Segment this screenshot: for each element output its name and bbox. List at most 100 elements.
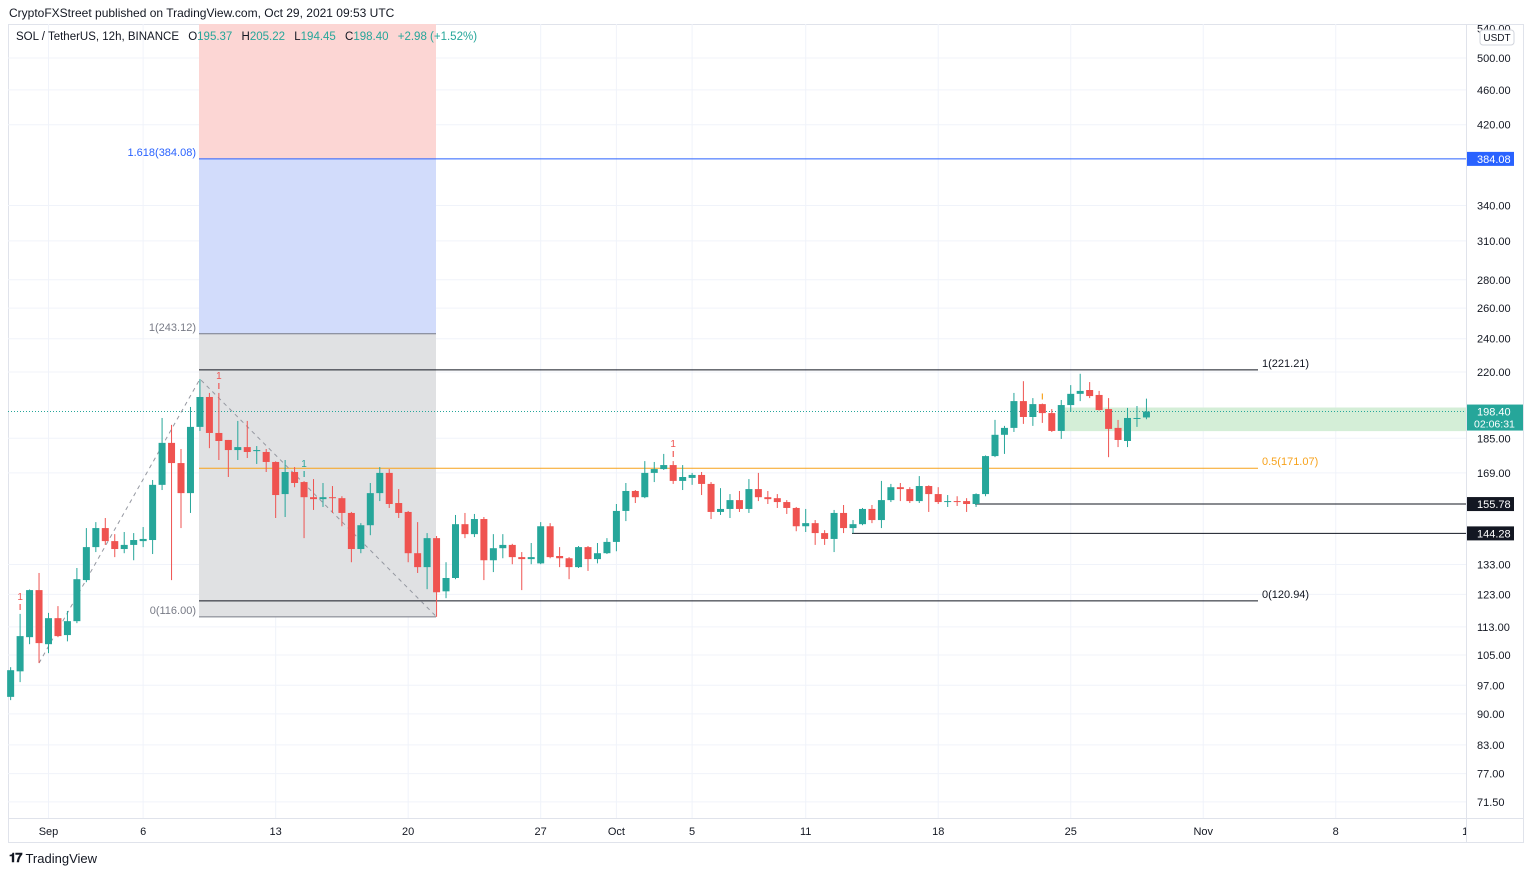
candle-body: [1142, 411, 1150, 418]
price-tick-label: 240.00: [1477, 334, 1511, 346]
candle-body: [120, 544, 128, 550]
candle: [1133, 406, 1141, 427]
candle-body: [499, 544, 507, 549]
stop-loss-zone: [199, 24, 436, 159]
candle: [944, 495, 952, 507]
candle: [1105, 398, 1113, 458]
currency-label[interactable]: USDT: [1479, 29, 1515, 46]
candle-body: [45, 618, 52, 645]
candle-body: [877, 500, 885, 521]
fib-retracement-label: 0.5(171.07): [1262, 456, 1318, 468]
candle: [347, 511, 355, 563]
candle: [783, 500, 791, 514]
candle: [660, 453, 668, 470]
candle: [527, 543, 535, 565]
candle-body: [508, 544, 516, 558]
candle: [404, 510, 412, 563]
price-tick-label: 169.00: [1477, 468, 1511, 480]
candle-body: [1029, 404, 1037, 417]
candle-body: [1114, 427, 1122, 440]
candle: [319, 482, 327, 507]
candle: [887, 483, 895, 503]
candle: [205, 392, 213, 449]
fib-extension-label: 0(116.00): [150, 605, 196, 617]
price-tick-label: 113.00: [1477, 622, 1510, 634]
candle-body: [253, 450, 261, 452]
candle-body: [963, 501, 971, 505]
candle: [622, 482, 630, 522]
candle-body: [915, 486, 923, 502]
candle-body: [130, 540, 138, 545]
candle-body: [92, 528, 100, 548]
time-tick-label: 11: [800, 826, 811, 838]
candle-body: [887, 487, 895, 501]
time-axis[interactable]: Sep 6 13 20 27 Oct 5 11 18 25 Nov 8 15: [39, 826, 1475, 838]
candle-body: [7, 670, 15, 697]
candle-body: [433, 538, 441, 593]
brand-name: TradingView: [25, 850, 98, 866]
candle-body: [575, 547, 583, 568]
candle: [489, 534, 497, 573]
candle-body: [158, 442, 166, 485]
candle: [366, 482, 374, 536]
candle-body: [735, 500, 743, 509]
candle: [1086, 382, 1094, 399]
candle: [745, 479, 753, 513]
candle-body: [669, 465, 677, 481]
candle: [698, 471, 706, 496]
candle: [518, 552, 526, 591]
candle-body: [149, 484, 157, 541]
candle-body: [868, 508, 876, 521]
symbol-name[interactable]: SOL / TetherUS, 12h, BINANCE: [16, 31, 179, 43]
sequence-marker-icon: I: [218, 382, 220, 391]
price-tick-label: 420.00: [1477, 120, 1511, 132]
candle-body: [139, 538, 147, 542]
candle-body: [925, 486, 933, 495]
candle: [508, 543, 516, 565]
candle-body: [215, 432, 223, 441]
target-zone: [1062, 407, 1466, 432]
candle-body: [451, 524, 459, 578]
candle: [679, 465, 687, 491]
candle-body: [858, 508, 866, 525]
candle-body: [982, 456, 990, 495]
price-badge: 384.08: [1467, 151, 1514, 166]
low-label: L: [294, 31, 301, 43]
candle: [726, 494, 734, 519]
candle-body: [1057, 405, 1065, 431]
candle-body: [612, 510, 620, 542]
candle-body: [679, 476, 687, 481]
open-value: 195.37: [197, 31, 233, 43]
candle: [915, 476, 923, 504]
candle-body: [593, 553, 601, 560]
price-badge-value: 198.40: [1477, 407, 1511, 419]
candle: [101, 518, 109, 545]
price-tick-label: 460.00: [1477, 85, 1511, 97]
candle: [575, 546, 583, 568]
fib-retracement-label: 1(221.21): [1262, 358, 1309, 370]
candle-body: [972, 494, 980, 505]
candle-body: [234, 447, 242, 451]
candle-body: [660, 465, 668, 470]
candle-body: [934, 494, 942, 503]
candle-body: [991, 434, 999, 457]
price-axis[interactable]: 540.00500.00460.00420.00340.00310.00280.…: [1467, 24, 1523, 809]
candle: [35, 572, 43, 664]
candle: [499, 534, 507, 559]
candle: [442, 562, 450, 599]
candle: [896, 482, 904, 502]
candle-body: [319, 497, 327, 500]
time-tick-label: 27: [535, 826, 547, 838]
tradingview-branding[interactable]: 𝟏𝟕 TradingView: [9, 850, 97, 866]
price-tick-label: 133.00: [1477, 560, 1511, 572]
candle: [934, 487, 942, 505]
high-value: 205.22: [249, 31, 286, 43]
price-tick-label: 185.00: [1477, 433, 1511, 445]
time-tick-label: 8: [1333, 826, 1339, 838]
candle-body: [792, 507, 800, 527]
candle: [243, 420, 251, 459]
candle: [111, 534, 119, 558]
countdown-timer: 02:06:31: [1474, 419, 1515, 431]
low-value: 194.45: [300, 31, 336, 43]
